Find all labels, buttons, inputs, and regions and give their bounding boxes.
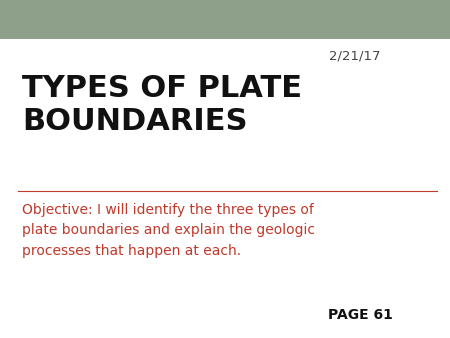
Bar bbox=[0, 0, 450, 39]
Text: Objective: I will identify the three types of
plate boundaries and explain the g: Objective: I will identify the three typ… bbox=[22, 203, 315, 258]
Text: PAGE 61: PAGE 61 bbox=[328, 308, 393, 321]
Text: 2/21/17: 2/21/17 bbox=[328, 49, 380, 62]
Text: TYPES OF PLATE
BOUNDARIES: TYPES OF PLATE BOUNDARIES bbox=[22, 74, 302, 136]
